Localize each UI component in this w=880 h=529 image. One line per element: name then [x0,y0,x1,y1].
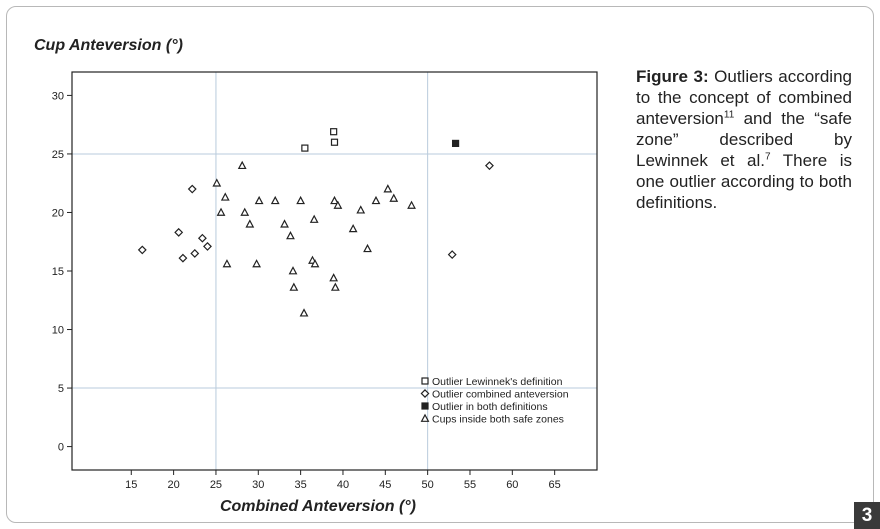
legend-label-1: Outlier combined anteversion [432,389,569,401]
data-point-s3-17 [309,214,319,223]
caption-text-a: Outliers according to the concept of com… [636,67,852,128]
x-tick-label: 50 [422,479,434,491]
data-point-s1-1 [174,227,184,237]
x-tick-label: 45 [379,479,391,491]
data-point-s1-7 [447,250,457,260]
x-tick-label: 30 [252,479,264,491]
y-tick-label: 30 [52,90,64,102]
x-tick-label: 55 [464,479,476,491]
data-point-s3-6 [245,219,255,228]
y-tick-label: 5 [58,383,64,395]
data-point-s3-24 [356,205,366,214]
y-axis-label: Cup Anteversion (°) [34,37,183,54]
data-point-s3-19 [329,273,339,282]
legend-marker-3 [420,413,430,422]
data-point-s1-5 [197,233,207,243]
data-point-s1-2 [178,253,188,263]
caption-text-b: and the “safe zone” described by Lewinne… [636,109,852,170]
data-point-s3-26 [371,195,381,205]
data-point-s3-18 [310,259,320,268]
data-point-s3-15 [299,308,309,317]
data-point-s1-0 [137,245,147,255]
legend-label-2: Outlier in both definitions [432,401,548,413]
data-point-s0-0 [301,144,309,152]
data-point-s3-9 [270,195,280,205]
y-tick-label: 20 [52,207,64,219]
data-point-s3-2 [220,192,230,201]
data-point-s3-8 [254,195,264,205]
data-point-s1-3 [187,184,197,194]
data-point-s3-23 [348,223,358,233]
data-point-s3-20 [330,195,339,205]
data-point-s3-4 [237,160,247,170]
figure-caption: Figure 3: Outliers according to the conc… [636,66,852,213]
caption-ref-7: 7 [765,151,771,163]
data-point-s0-2 [330,138,339,146]
y-tick-label: 15 [52,266,64,278]
data-point-s3-28 [389,193,399,202]
data-point-s3-0 [212,178,222,187]
legend-marker-1 [420,389,430,398]
data-point-s3-7 [252,259,261,268]
data-point-s3-10 [280,219,289,228]
data-point-s3-11 [286,231,295,240]
data-point-s3-13 [289,282,299,291]
y-tick-label: 25 [52,149,64,161]
x-tick-label: 60 [506,479,518,491]
x-tick-label: 15 [125,479,137,491]
data-point-s3-22 [333,200,343,209]
legend-label-0: Outlier Lewinnek's definition [432,376,563,388]
data-point-s3-25 [363,243,372,253]
legend-marker-2 [421,402,429,410]
x-axis-label: Combined Anteversion (°) [220,498,416,515]
data-point-s0-1 [330,128,338,136]
data-point-s3-1 [216,207,226,216]
x-tick-label: 40 [337,479,349,491]
page-number-badge: 3 [854,502,880,529]
x-tick-label: 25 [210,479,222,491]
data-point-s3-14 [296,195,306,205]
data-point-s2-0 [451,139,460,148]
data-point-s1-6 [203,241,212,251]
caption-label: Figure 3: [636,67,709,86]
data-point-s3-27 [383,184,393,193]
data-point-s1-8 [485,161,494,171]
data-point-s1-4 [190,248,200,258]
x-tick-label: 20 [167,479,179,491]
data-point-s3-5 [240,207,250,216]
data-point-s3-29 [407,200,416,209]
caption-ref-11: 11 [723,109,735,121]
y-tick-label: 0 [58,442,64,454]
figure-frame [6,6,874,523]
data-point-s3-21 [330,282,340,291]
legend-marker-0 [421,377,429,385]
caption-text-c: There is one outlier according to both d… [636,151,853,212]
x-tick-label: 35 [295,479,307,491]
y-tick-label: 10 [52,325,64,337]
legend-label-3: Cups inside both safe zones [432,414,564,426]
data-point-s3-3 [222,259,232,268]
data-point-s3-12 [288,266,298,275]
x-tick-label: 65 [549,479,561,491]
